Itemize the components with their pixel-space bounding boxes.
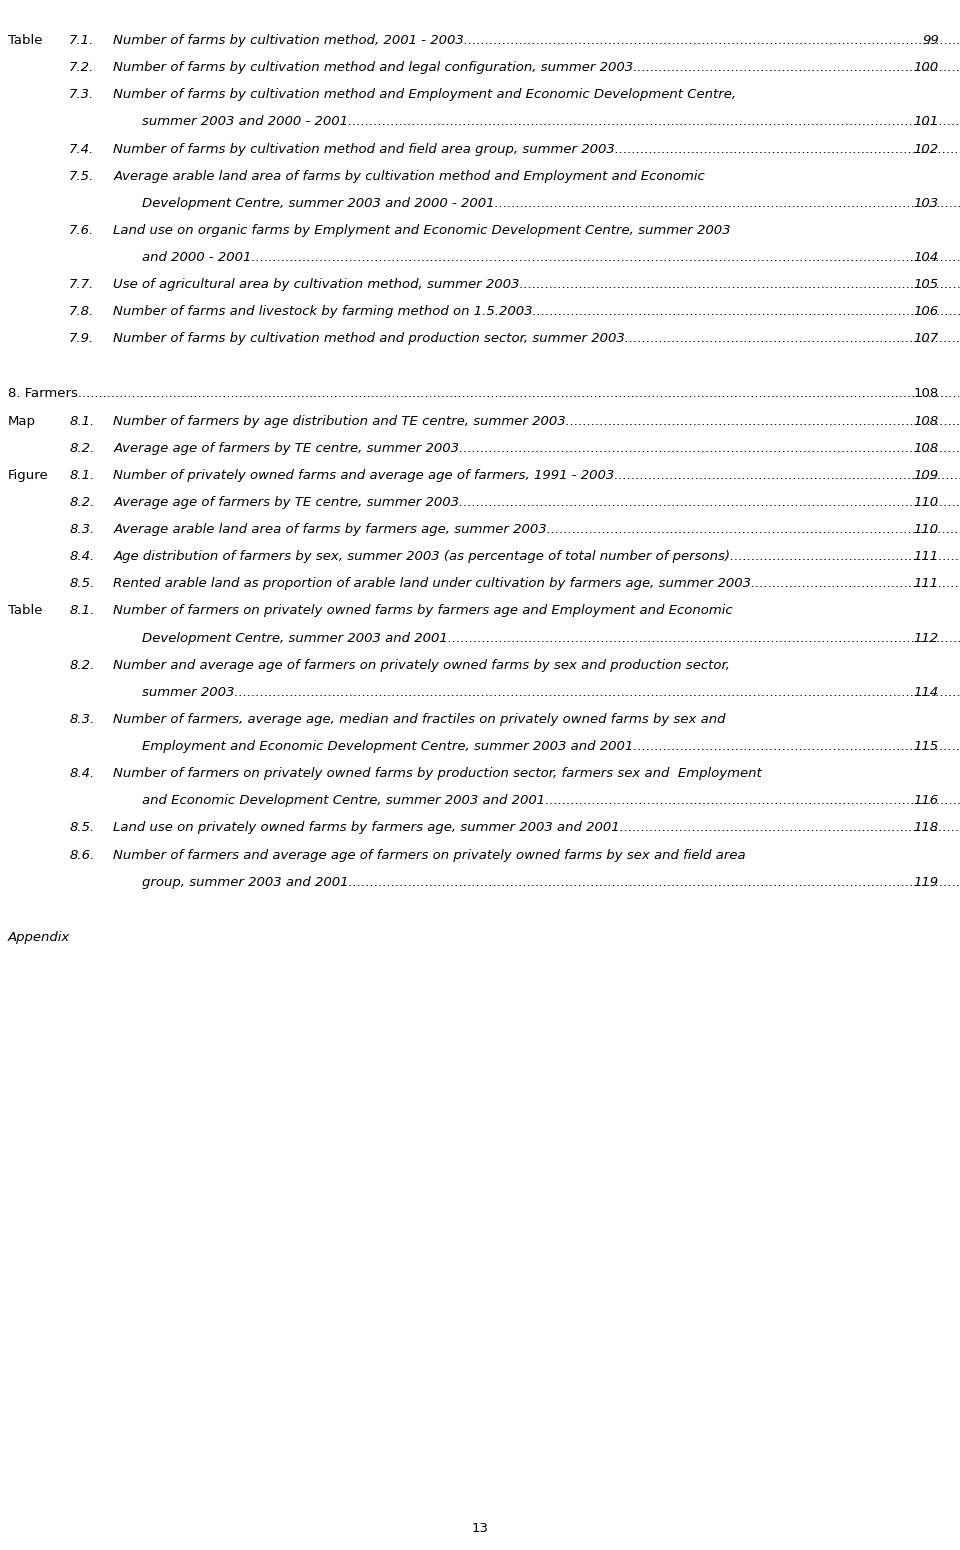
Text: 104: 104 [914,251,939,264]
Text: 7.8.: 7.8. [69,305,94,318]
Text: 7.9.: 7.9. [69,332,94,346]
Text: group, summer 2003 and 2001.....................................................: group, summer 2003 and 2001.............… [142,876,960,888]
Text: 8.2.: 8.2. [69,496,94,508]
Text: 108: 108 [914,414,939,428]
Text: 8.3.: 8.3. [69,522,94,536]
Text: Use of agricultural area by cultivation method, summer 2003.....................: Use of agricultural area by cultivation … [113,277,960,291]
Text: Number of farmers, average age, median and fractiles on privately owned farms by: Number of farmers, average age, median a… [113,713,726,725]
Text: 99: 99 [923,34,939,46]
Text: Number and average age of farmers on privately owned farms by sex and production: Number and average age of farmers on pri… [113,659,731,671]
Text: 8.1.: 8.1. [69,468,94,482]
Text: 8.6.: 8.6. [69,848,94,862]
Text: summer 2003.....................................................................: summer 2003.............................… [142,685,960,699]
Text: 110: 110 [914,522,939,536]
Text: 8.5.: 8.5. [69,822,94,834]
Text: 115: 115 [914,739,939,753]
Text: 111: 111 [914,577,939,591]
Text: Age distribution of farmers by sex, summer 2003 (as percentage of total number o: Age distribution of farmers by sex, summ… [113,550,960,563]
Text: 100: 100 [914,60,939,74]
Text: 8.1.: 8.1. [69,414,94,428]
Text: Figure: Figure [8,468,48,482]
Text: 106: 106 [914,305,939,318]
Text: Average arable land area of farms by cultivation method and Employment and Econo: Average arable land area of farms by cul… [113,169,705,183]
Text: 103: 103 [914,197,939,209]
Text: 8.4.: 8.4. [69,550,94,563]
Text: and Economic Development Centre, summer 2003 and 2001...........................: and Economic Development Centre, summer … [142,794,960,808]
Text: Number of farms and livestock by farming method on 1.5.2003.....................: Number of farms and livestock by farming… [113,305,960,318]
Text: summer 2003 and 2000 - 2001.....................................................: summer 2003 and 2000 - 2001.............… [142,115,960,129]
Text: Number of farmers on privately owned farms by production sector, farmers sex and: Number of farmers on privately owned far… [113,767,762,780]
Text: 7.7.: 7.7. [69,277,94,291]
Text: 7.2.: 7.2. [69,60,94,74]
Text: 108: 108 [914,442,939,454]
Text: Number of privately owned farms and average age of farmers, 1991 - 2003.........: Number of privately owned farms and aver… [113,468,960,482]
Text: Number of farms by cultivation method and production sector, summer 2003........: Number of farms by cultivation method an… [113,332,960,346]
Text: 8.3.: 8.3. [69,713,94,725]
Text: Number of farms by cultivation method and Employment and Economic Development Ce: Number of farms by cultivation method an… [113,88,736,101]
Text: Number of farms by cultivation method and legal configuration, summer 2003......: Number of farms by cultivation method an… [113,60,960,74]
Text: 118: 118 [914,822,939,834]
Text: 108: 108 [914,388,939,400]
Text: and 2000 - 2001.................................................................: and 2000 - 2001.........................… [142,251,960,264]
Text: Average age of farmers by TE centre, summer 2003................................: Average age of farmers by TE centre, sum… [113,496,960,508]
Text: Development Centre, summer 2003 and 2000 - 2001.................................: Development Centre, summer 2003 and 2000… [142,197,960,209]
Text: 102: 102 [914,143,939,155]
Text: Table: Table [8,604,42,617]
Text: 8. Farmers......................................................................: 8. Farmers..............................… [8,388,960,400]
Text: 107: 107 [914,332,939,346]
Text: 8.2.: 8.2. [69,442,94,454]
Text: Appendix: Appendix [8,930,70,944]
Text: 7.3.: 7.3. [69,88,94,101]
Text: 110: 110 [914,496,939,508]
Text: 105: 105 [914,277,939,291]
Text: 111: 111 [914,550,939,563]
Text: 101: 101 [914,115,939,129]
Text: Land use on organic farms by Emplyment and Economic Development Centre, summer 2: Land use on organic farms by Emplyment a… [113,223,731,237]
Text: 7.5.: 7.5. [69,169,94,183]
Text: 13: 13 [471,1522,489,1534]
Text: 109: 109 [914,468,939,482]
Text: Number of farmers by age distribution and TE centre, summer 2003................: Number of farmers by age distribution an… [113,414,960,428]
Text: 112: 112 [914,631,939,645]
Text: Table: Table [8,34,42,46]
Text: Employment and Economic Development Centre, summer 2003 and 2001................: Employment and Economic Development Cent… [142,739,960,753]
Text: Number of farms by cultivation method and field area group, summer 2003.........: Number of farms by cultivation method an… [113,143,960,155]
Text: Average arable land area of farms by farmers age, summer 2003...................: Average arable land area of farms by far… [113,522,960,536]
Text: 119: 119 [914,876,939,888]
Text: Average age of farmers by TE centre, summer 2003................................: Average age of farmers by TE centre, sum… [113,442,960,454]
Text: 8.5.: 8.5. [69,577,94,591]
Text: Number of farmers on privately owned farms by farmers age and Employment and Eco: Number of farmers on privately owned far… [113,604,732,617]
Text: Development Centre, summer 2003 and 2001........................................: Development Centre, summer 2003 and 2001… [142,631,960,645]
Text: Land use on privately owned farms by farmers age, summer 2003 and 2001..........: Land use on privately owned farms by far… [113,822,960,834]
Text: 116: 116 [914,794,939,808]
Text: 7.1.: 7.1. [69,34,94,46]
Text: 8.2.: 8.2. [69,659,94,671]
Text: Rented arable land as proportion of arable land under cultivation by farmers age: Rented arable land as proportion of arab… [113,577,960,591]
Text: Map: Map [8,414,36,428]
Text: 7.4.: 7.4. [69,143,94,155]
Text: 8.4.: 8.4. [69,767,94,780]
Text: 8.1.: 8.1. [69,604,94,617]
Text: Number of farmers and average age of farmers on privately owned farms by sex and: Number of farmers and average age of far… [113,848,746,862]
Text: 7.6.: 7.6. [69,223,94,237]
Text: Number of farms by cultivation method, 2001 - 2003..............................: Number of farms by cultivation method, 2… [113,34,960,46]
Text: 114: 114 [914,685,939,699]
